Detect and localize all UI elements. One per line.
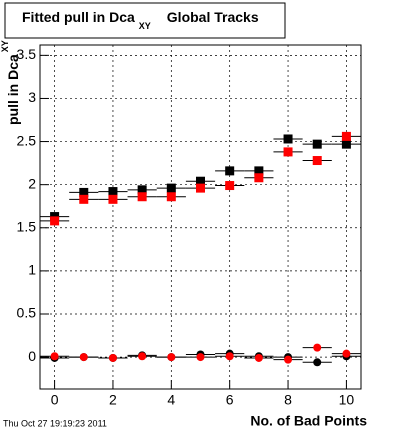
point — [284, 355, 293, 364]
y-tick-label: 1 — [28, 262, 36, 278]
point — [225, 181, 235, 191]
footer: Thu Oct 27 19:19:23 2011 — [3, 418, 107, 428]
point — [225, 166, 235, 176]
point — [137, 185, 147, 195]
point — [138, 352, 147, 361]
point — [137, 192, 147, 202]
point — [283, 134, 293, 144]
point — [225, 352, 234, 361]
point — [167, 353, 176, 362]
point — [79, 187, 89, 197]
y-label-subscript: XY — [0, 40, 10, 52]
point — [108, 187, 118, 197]
point — [312, 156, 322, 166]
point — [50, 216, 60, 226]
title-main: Fitted pull in Dca — [22, 9, 135, 25]
y-tick-label: 2.5 — [17, 132, 37, 148]
x-tick-label: 4 — [167, 392, 175, 408]
point — [50, 352, 59, 361]
y-tick-label: 3.5 — [17, 46, 37, 62]
point — [341, 139, 351, 149]
x-tick-label: 6 — [226, 392, 234, 408]
point — [108, 353, 117, 362]
point — [254, 173, 264, 183]
point — [312, 139, 322, 149]
point — [341, 131, 351, 141]
x-tick-label: 10 — [339, 392, 355, 408]
y-tick-label: 1.5 — [17, 218, 37, 234]
point — [313, 343, 322, 352]
y-tick-label: 0.5 — [17, 305, 37, 321]
x-tick-label: 2 — [109, 392, 117, 408]
point — [196, 183, 205, 193]
point — [196, 176, 205, 186]
point — [108, 194, 118, 204]
point — [254, 353, 263, 362]
point — [313, 358, 322, 367]
y-axis-title: pull in Dca XY — [0, 40, 20, 125]
point — [79, 194, 89, 204]
point — [166, 183, 176, 193]
y-tick-label: 2 — [28, 175, 36, 191]
point — [283, 147, 293, 157]
x-tick-label: 0 — [51, 392, 59, 408]
chart-title: Fitted pull in Dca XY Global Tracks — [22, 9, 259, 32]
y-tick-label: 0 — [28, 348, 36, 364]
y-tick-label: 3 — [28, 89, 36, 105]
title-box — [4, 2, 286, 39]
point — [254, 166, 264, 176]
title-suffix: Global Tracks — [167, 9, 259, 25]
x-axis-title: No. of Bad Points — [250, 413, 367, 429]
point — [166, 192, 176, 202]
title-subscript: XY — [139, 21, 151, 31]
x-tick-label: 8 — [284, 392, 292, 408]
point — [196, 353, 205, 362]
point — [79, 353, 88, 362]
point — [342, 349, 351, 358]
y-label-main: pull in Dca — [5, 54, 21, 125]
